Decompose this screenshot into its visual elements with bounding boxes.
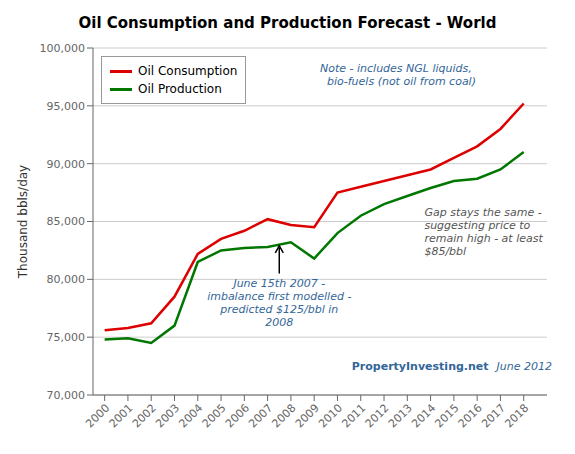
html-text:bio-fuels (not oil from coal): bio-fuels (not oil from coal) — [320, 74, 476, 88]
html-text:remain high - at least: remain high - at least — [424, 231, 543, 245]
html-text:PropertyInvesting.net: PropertyInvesting.net — [351, 360, 489, 374]
html-text:June 15th 2007 -: June 15th 2007 - — [233, 277, 326, 290]
html-text:Note - includes NGL liquids,: Note - includes NGL liquids, — [320, 61, 472, 75]
html-text:suggesting price to: suggesting price to — [424, 218, 531, 232]
svg-text:2014: 2014 — [409, 401, 438, 430]
svg-text:70,000: 70,000 — [47, 389, 86, 402]
svg-text:2001: 2001 — [107, 401, 136, 430]
html-text:$85/bbl: $85/bbl — [424, 244, 467, 258]
svg-text:Thousand bbls/day: Thousand bbls/day — [16, 165, 30, 279]
svg-text:2003: 2003 — [153, 401, 182, 430]
svg-text:2016: 2016 — [456, 401, 485, 430]
svg-text:2017: 2017 — [479, 401, 508, 430]
svg-text:2000: 2000 — [83, 401, 112, 430]
html-text:Oil Consumption: Oil Consumption — [138, 64, 238, 78]
svg-text:2015: 2015 — [433, 401, 462, 430]
svg-text:100,000: 100,000 — [40, 42, 86, 55]
svg-text:2013: 2013 — [386, 401, 415, 430]
svg-text:2005: 2005 — [200, 401, 229, 430]
svg-text:95,000: 95,000 — [47, 100, 86, 113]
svg-text:2010: 2010 — [316, 401, 345, 430]
html-text:predicted $125/bbl in: predicted $125/bbl in — [220, 303, 339, 316]
svg-text:2006: 2006 — [223, 401, 252, 430]
svg-text:2009: 2009 — [293, 401, 322, 430]
svg-text:90,000: 90,000 — [47, 158, 86, 171]
svg-text:80,000: 80,000 — [47, 273, 86, 286]
svg-text:85,000: 85,000 — [47, 215, 86, 228]
html-text:imbalance first modelled -: imbalance first modelled - — [207, 290, 352, 303]
svg-text:2002: 2002 — [130, 401, 159, 430]
html-text:Gap stays the same -: Gap stays the same - — [424, 205, 542, 219]
html-text:2008: 2008 — [265, 316, 294, 329]
html-text:June 2012: June 2012 — [496, 360, 552, 374]
svg-text:2008: 2008 — [270, 401, 299, 430]
svg-text:2018: 2018 — [502, 401, 531, 430]
svg-text:2011: 2011 — [339, 401, 368, 430]
svg-text:2004: 2004 — [176, 401, 205, 430]
svg-text:2007: 2007 — [246, 401, 275, 430]
svg-text:2012: 2012 — [363, 401, 392, 430]
html-text:Oil Consumption and Production: Oil Consumption and Production Forecast … — [78, 14, 497, 32]
svg-text:75,000: 75,000 — [47, 331, 86, 344]
html-text:Oil Production: Oil Production — [138, 82, 222, 96]
